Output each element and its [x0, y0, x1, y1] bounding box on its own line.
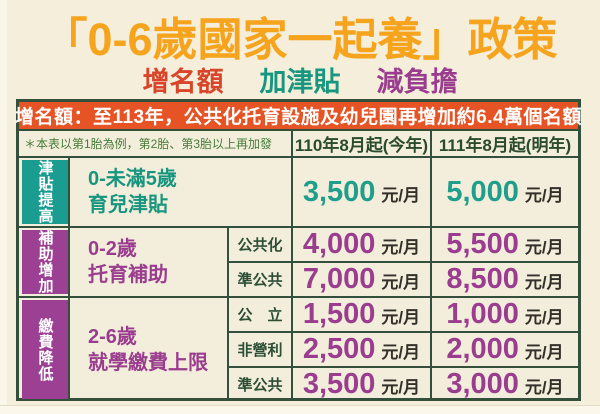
- value-public-111: 5,500 元/月: [432, 228, 578, 261]
- row-childcare-allowance: 津貼提高 0-未滿5歲 育兒津貼 3,500 元/月 5,000 元/月: [19, 158, 578, 228]
- value-allowance-111: 5,000 元/月: [432, 158, 578, 226]
- value-pubschool-111: 1,000 元/月: [432, 298, 578, 331]
- desc-line1: 2-6歲: [88, 325, 137, 348]
- desc-line2: 育兒津貼: [88, 194, 168, 216]
- subtype-label: 準公共: [229, 263, 293, 296]
- value-public-110: 4,000 元/月: [293, 228, 432, 261]
- value-amount: 7,000: [302, 263, 376, 295]
- subtype-label: 準公共: [229, 368, 293, 401]
- value-amount: 5,000: [446, 175, 519, 208]
- value-allowance-110: 3,500 元/月: [293, 158, 432, 226]
- value-nonprofit-111: 2,000 元/月: [432, 333, 578, 366]
- value-unit: 元/月: [524, 273, 564, 292]
- subrow-public: 公共化 4,000 元/月 5,500 元/月: [229, 228, 578, 263]
- value-quasi-111: 8,500 元/月: [432, 263, 578, 296]
- side-cell-allowance: 津貼提高: [19, 158, 70, 226]
- subrow-public-school: 公 立 1,500 元/月 1,000 元/月: [229, 298, 578, 333]
- value-unit: 元/月: [524, 343, 564, 362]
- side-cell-tuition: 繳費降低: [19, 298, 70, 401]
- value-unit: 元/月: [381, 308, 421, 327]
- value-amount: 2,500: [302, 333, 376, 365]
- row-tuition-cap: 繳費降低 2-6歲 就學繳費上限 公 立 1,500 元/月: [19, 298, 578, 401]
- side-cell-subsidy: 補助增加: [19, 228, 70, 296]
- value-unit: 元/月: [381, 238, 421, 257]
- subrow-nonprofit: 非營利 2,500 元/月 2,000 元/月: [229, 333, 578, 368]
- value-unit: 元/月: [381, 378, 421, 397]
- policy-table: 增名額：至113年，公共化托育設施及幼兒園再增加約6.4萬個名額 ＊本表以第1胎…: [15, 99, 582, 401]
- value-quasischool-111: 3,000 元/月: [432, 368, 578, 401]
- value-nonprofit-110: 2,500 元/月: [293, 333, 432, 366]
- value-unit: 元/月: [524, 378, 564, 397]
- value-amount: 3,500: [302, 368, 376, 400]
- subtype-label: 非營利: [229, 333, 293, 366]
- value-unit: 元/月: [524, 185, 564, 205]
- desc-line1: 0-2歲: [88, 238, 137, 260]
- tagline-add-quota: 增名額: [142, 67, 224, 97]
- value-amount: 5,500: [446, 228, 519, 260]
- subsidy-subrows: 公共化 4,000 元/月 5,500 元/月: [229, 228, 578, 296]
- value-amount: 2,000: [446, 333, 519, 365]
- header-row: ＊本表以第1胎為例，第2胎、第3胎以上再加發 110年8月起(今年) 111年8…: [19, 131, 578, 158]
- subtype-label: 公 立: [229, 298, 293, 331]
- tuition-subrows: 公 立 1,500 元/月 1,000 元/月: [229, 298, 578, 401]
- value-quasi-110: 7,000 元/月: [293, 263, 432, 296]
- subrow-quasi-public-school: 準公共 3,500 元/月 3,000 元/月: [229, 368, 578, 401]
- poster-title: 「0-6歲國家一起養」政策: [42, 14, 558, 65]
- value-unit: 元/月: [524, 238, 564, 257]
- subrow-quasi-public: 準公共 7,000 元/月 8,500 元/月: [229, 263, 578, 296]
- col-year-111: 111年8月起(明年): [438, 136, 572, 155]
- value-amount: 1,000: [446, 298, 519, 330]
- desc-childcare-allowance: 0-未滿5歲 育兒津貼: [70, 158, 293, 226]
- value-amount: 1,500: [302, 298, 376, 330]
- value-pubschool-110: 1,500 元/月: [293, 298, 432, 331]
- value-quasischool-110: 3,500 元/月: [293, 368, 432, 401]
- side-label-allowance-increase: 津貼提高: [36, 160, 54, 224]
- desc-line2: 托育補助: [88, 264, 168, 286]
- tagline-add-subsidy: 加津貼: [259, 67, 341, 97]
- tagline-row: 增名額 加津貼 減負擔: [0, 60, 600, 99]
- page-edge-left: [0, 0, 7, 414]
- page-edge-bottom: [0, 405, 600, 414]
- desc-care-subsidy: 0-2歲 托育補助: [70, 228, 229, 296]
- desc-tuition-cap: 2-6歲 就學繳費上限: [70, 298, 229, 401]
- value-amount: 3,000: [446, 368, 519, 400]
- desc-line1: 0-未滿5歲: [88, 168, 177, 190]
- col-year-110: 110年8月起(今年): [293, 131, 432, 156]
- value-unit: 元/月: [381, 185, 421, 205]
- side-label-subsidy-increase: 補助增加: [36, 230, 54, 294]
- side-block-subsidy: 補助增加: [22, 230, 68, 294]
- desc-line2: 就學繳費上限: [88, 351, 208, 374]
- side-block-tuition: 繳費降低: [22, 300, 68, 399]
- tagline-reduce-burden: 減負擔: [376, 67, 458, 97]
- table-note: ＊本表以第1胎為例，第2胎、第3胎以上再加發: [19, 131, 293, 156]
- value-amount: 3,500: [302, 175, 376, 208]
- value-amount: 4,000: [302, 228, 376, 260]
- side-label-fee-reduction: 繳費降低: [36, 317, 54, 382]
- row-care-subsidy: 補助增加 0-2歲 托育補助 公共化 4,000 元/月: [19, 228, 578, 298]
- side-block-allowance: 津貼提高: [22, 160, 68, 224]
- value-unit: 元/月: [381, 343, 421, 362]
- value-unit: 元/月: [381, 273, 421, 292]
- subtype-label: 公共化: [229, 228, 293, 261]
- quota-banner: 增名額：至113年，公共化托育設施及幼兒園再增加約6.4萬個名額: [15, 102, 582, 131]
- value-amount: 8,500: [446, 263, 519, 295]
- value-unit: 元/月: [524, 308, 564, 327]
